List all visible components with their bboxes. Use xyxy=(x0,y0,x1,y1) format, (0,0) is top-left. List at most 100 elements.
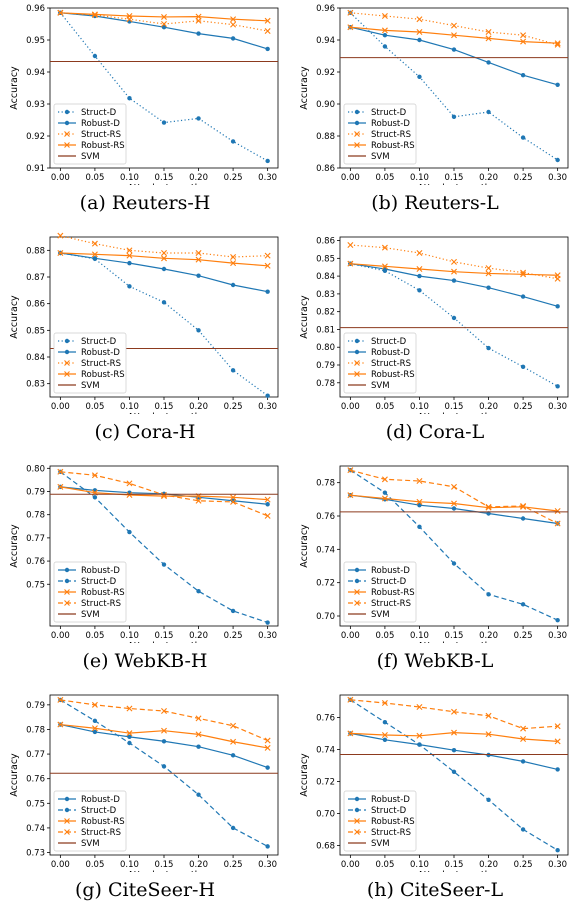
legend-box xyxy=(343,332,417,394)
y-tick-label: 0.93 xyxy=(26,100,45,110)
data-point xyxy=(520,294,526,299)
x-tick-label: 0.10 xyxy=(120,402,139,412)
data-point xyxy=(381,27,388,34)
x-tick-label: 0.30 xyxy=(258,173,277,183)
data-point xyxy=(451,278,457,283)
data-point xyxy=(417,502,422,508)
data-point xyxy=(485,504,492,511)
data-point xyxy=(57,9,64,16)
series-line xyxy=(60,252,268,267)
data-point xyxy=(554,520,561,527)
data-point xyxy=(520,516,526,521)
x-tick-label: 0.30 xyxy=(548,631,567,641)
chart-svg: 0.00 0.05 0.10 0.15 0.20 0.25 0.30 0.75 0.76 0.77… xyxy=(9,464,279,643)
data-point xyxy=(520,32,527,39)
y-tick-label: 0.83 xyxy=(26,380,45,390)
data-point xyxy=(161,13,167,20)
data-point xyxy=(520,135,526,140)
y-tick-label: 0.94 xyxy=(316,36,335,46)
y-tick-label: 0.78 xyxy=(316,479,335,489)
x-axis-label: Attack strength xyxy=(417,641,490,643)
data-point xyxy=(381,263,388,270)
data-point xyxy=(91,240,98,247)
legend-marker xyxy=(354,567,360,573)
data-point xyxy=(264,737,271,744)
data-point xyxy=(127,96,132,101)
data-point xyxy=(347,9,354,16)
data-point xyxy=(451,114,457,120)
y-tick-label: 0.92 xyxy=(316,68,335,78)
data-point xyxy=(382,737,388,742)
y-tick-label: 0.79 xyxy=(316,361,335,371)
legend-label: Struct-RS xyxy=(371,828,411,838)
y-tick-label: 0.77 xyxy=(26,750,45,760)
data-point xyxy=(265,393,270,398)
data-point xyxy=(555,617,560,623)
data-point xyxy=(91,11,98,18)
x-tick-label: 0.00 xyxy=(341,173,360,183)
chart-caption: (e) WebKB-H xyxy=(82,650,208,672)
data-point xyxy=(520,503,527,510)
chart-caption: (c) Cora-H xyxy=(94,421,196,443)
data-point xyxy=(554,272,561,279)
x-tick-label: 0.10 xyxy=(120,860,139,870)
x-tick-label: 0.00 xyxy=(51,173,70,183)
legend-box xyxy=(53,561,127,623)
data-point xyxy=(417,524,422,530)
data-point xyxy=(451,315,457,321)
data-point xyxy=(57,483,64,490)
data-point xyxy=(126,491,133,498)
data-point xyxy=(230,36,236,41)
x-axis-label: Attack strength xyxy=(127,870,200,872)
x-tick-label: 0.15 xyxy=(445,631,464,641)
data-point xyxy=(485,503,492,510)
data-point xyxy=(161,562,167,567)
legend-label: Robust-RS xyxy=(81,141,125,151)
legend-marker xyxy=(64,131,70,137)
legend-label: Struct-RS xyxy=(81,359,121,369)
x-tick-label: 0.00 xyxy=(51,631,70,641)
chart-svg: 0.00 0.05 0.10 0.15 0.20 0.25 0.30 0.91 0.92 0.93… xyxy=(9,4,279,185)
x-tick-label: 0.20 xyxy=(479,860,498,870)
legend-marker xyxy=(354,120,360,126)
data-point xyxy=(195,497,202,504)
chart-panel: 0.00 0.05 0.10 0.15 0.20 0.25 0.30 0.83 0.84 0.85… xyxy=(0,229,290,458)
data-point xyxy=(127,260,132,266)
legend-label: Robust-RS xyxy=(81,817,125,827)
y-tick-label: 0.72 xyxy=(316,579,335,589)
x-axis-label: Attack strength xyxy=(127,412,200,414)
legend-marker xyxy=(64,338,70,344)
legend-marker xyxy=(64,818,70,824)
legend-marker xyxy=(64,829,70,835)
data-point xyxy=(381,476,388,483)
data-point xyxy=(485,712,492,719)
chart-caption: (g) CiteSeer-H xyxy=(74,879,216,901)
data-point xyxy=(451,483,457,490)
data-point xyxy=(520,271,527,278)
legend-label: SVM xyxy=(371,610,390,620)
data-point xyxy=(451,748,457,753)
data-point xyxy=(520,725,527,732)
y-axis-label: Accuracy xyxy=(9,295,20,339)
data-point xyxy=(451,32,457,39)
chart-panel: 0.00 0.05 0.10 0.15 0.20 0.25 0.30 0.78 0.79 0.80… xyxy=(290,229,579,458)
data-point xyxy=(92,256,98,261)
y-tick-label: 0.85 xyxy=(316,254,335,264)
data-point xyxy=(126,705,133,712)
data-point xyxy=(92,495,98,500)
data-point xyxy=(57,721,64,728)
legend-label: Robust-D xyxy=(81,119,120,129)
chart-svg: 0.00 0.05 0.10 0.15 0.20 0.25 0.30 0.83 0.84 0.85… xyxy=(9,232,279,414)
data-point xyxy=(382,720,388,725)
data-point xyxy=(161,21,167,27)
data-point xyxy=(57,696,64,703)
data-point xyxy=(520,38,527,45)
legend-label: Robust-D xyxy=(81,566,120,576)
y-tick-label: 0.87 xyxy=(26,273,45,283)
data-point xyxy=(161,266,167,272)
series-line xyxy=(60,699,268,742)
y-tick-label: 0.86 xyxy=(316,237,335,247)
data-point xyxy=(520,503,527,509)
data-point xyxy=(416,732,423,739)
x-tick-label: 0.15 xyxy=(155,173,174,183)
